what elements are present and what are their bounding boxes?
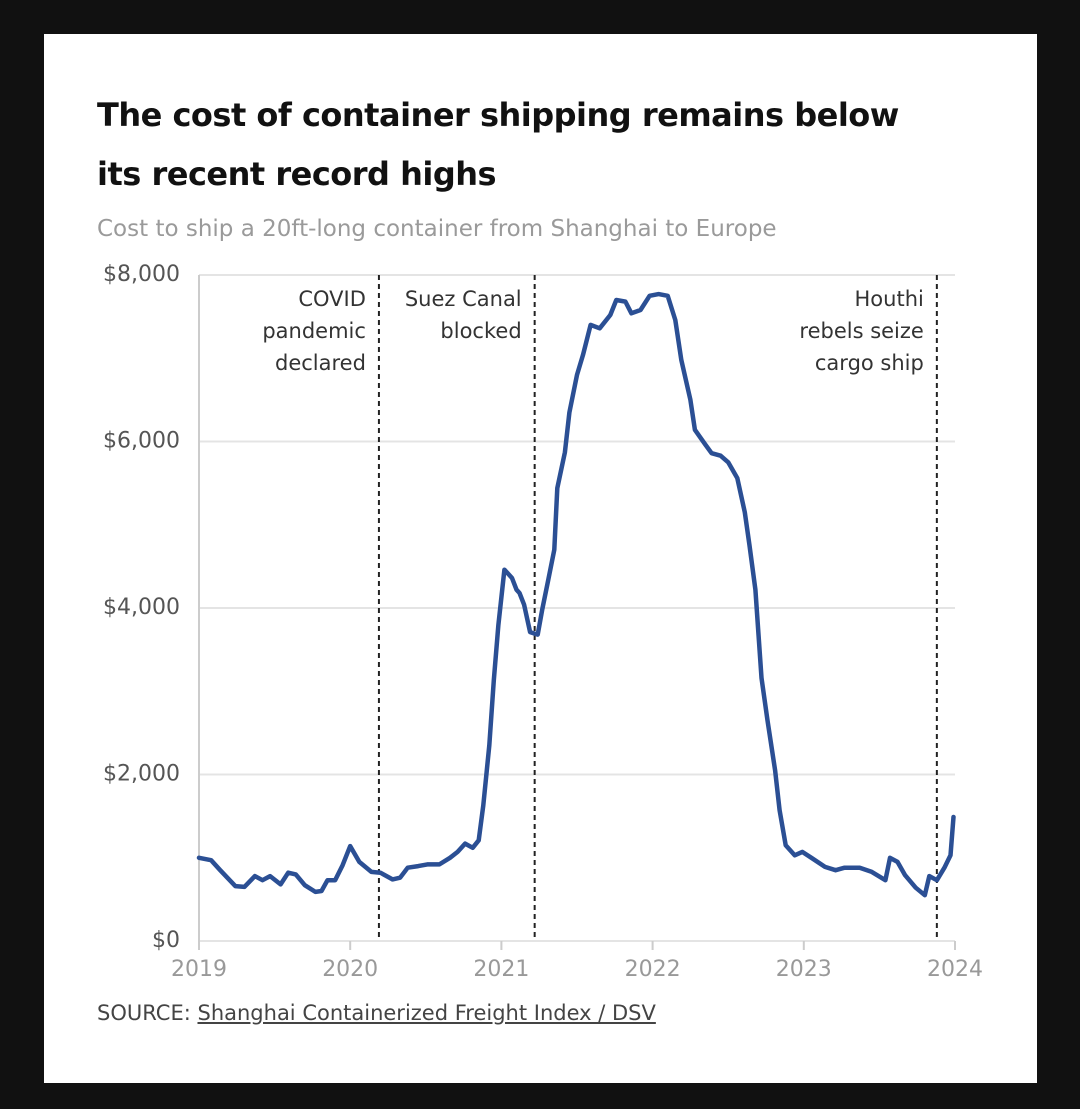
source-label: SOURCE: — [97, 1001, 191, 1025]
chart-subtitle: Cost to ship a 20ft-long container from … — [97, 216, 777, 242]
chart-title: The cost of container shipping remains b… — [97, 96, 899, 193]
annotation-text: Houthi — [855, 287, 924, 311]
annotation-text: blocked — [440, 319, 521, 343]
annotation-text: Suez Canal — [405, 287, 522, 311]
x-tick-label: 2020 — [322, 957, 378, 982]
x-tick-label: 2021 — [473, 957, 529, 982]
annotation-text: cargo ship — [815, 351, 924, 375]
data-line — [196, 291, 956, 898]
annotation-text: rebels seize — [799, 319, 923, 343]
y-tick-label: $4,000 — [103, 595, 180, 620]
x-tick-label: 2023 — [776, 957, 832, 982]
annotation-text: declared — [275, 351, 366, 375]
y-tick-label: $0 — [152, 928, 180, 953]
card: The cost of container shipping remains b… — [44, 34, 1037, 1083]
x-tick-label: 2019 — [171, 957, 227, 982]
x-tick-label: 2022 — [625, 957, 681, 982]
x-tick-label: 2024 — [927, 957, 983, 982]
annotation-text: pandemic — [262, 319, 366, 343]
source: SOURCE: Shanghai Containerized Freight I… — [97, 1001, 656, 1025]
source-link[interactable]: Shanghai Containerized Freight Index / D… — [197, 1001, 656, 1025]
annotation-text: COVID — [298, 287, 366, 311]
y-tick-label: $2,000 — [103, 762, 180, 787]
y-tick-label: $8,000 — [103, 262, 180, 287]
y-tick-label: $6,000 — [103, 429, 180, 454]
